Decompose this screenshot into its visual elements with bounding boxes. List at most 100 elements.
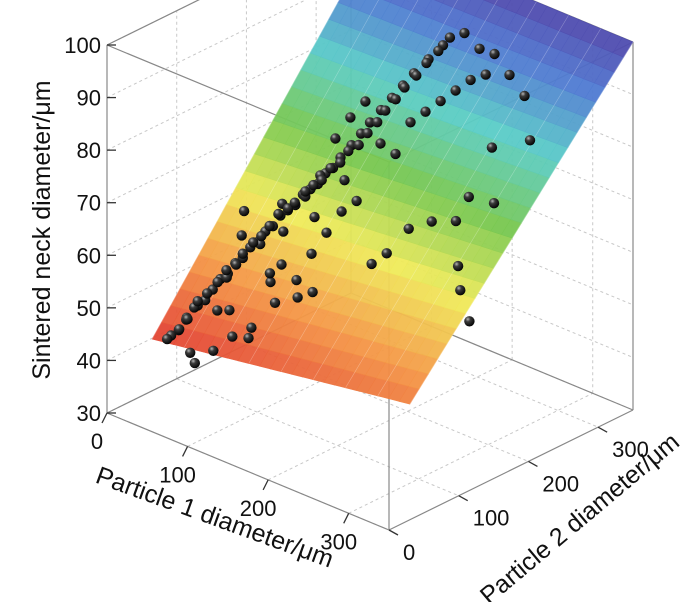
data-point: [372, 117, 383, 128]
data-point: [273, 208, 284, 220]
x-tick-mark: [343, 512, 350, 524]
data-point: [309, 211, 320, 223]
data-point: [289, 197, 300, 208]
surface-patch: [442, 0, 458, 8]
data-point: [300, 186, 311, 197]
z-tick-label: 70: [77, 191, 101, 216]
data-point: [321, 227, 332, 238]
data-point: [292, 292, 303, 303]
surface-mesh-line: [216, 0, 419, 356]
surface-mesh-line: [377, 28, 602, 397]
data-point: [375, 138, 386, 149]
data-point: [464, 316, 475, 327]
data-point: [504, 69, 515, 81]
x-tick-mark: [262, 479, 269, 491]
data-point: [399, 82, 410, 93]
z-axis-title: Sintered neck diameter/μm: [28, 80, 56, 379]
x-tick-mark: [181, 446, 189, 457]
data-points: [161, 27, 536, 369]
data-point: [236, 230, 247, 241]
data-point: [519, 90, 530, 102]
data-point: [524, 135, 536, 146]
surface-patch: [452, 0, 472, 13]
data-point: [380, 105, 391, 116]
surface-patch: [383, 0, 393, 3]
data-point: [420, 106, 431, 117]
tick-labels: 30 40 50 60 70 80 90 100 0 100 200 300 0 100 200 300: [64, 33, 649, 565]
surface-mesh-line: [345, 15, 569, 388]
data-point: [455, 285, 466, 296]
data-point: [489, 48, 500, 60]
data-point: [465, 74, 476, 86]
surface-patch: [505, 0, 525, 14]
z-tick-label: 90: [77, 86, 101, 111]
data-point: [336, 206, 347, 217]
data-point: [269, 297, 281, 308]
data-point: [189, 357, 200, 369]
surface-patch: [411, 0, 432, 16]
data-point: [452, 260, 464, 272]
data-point: [212, 276, 223, 288]
data-point: [360, 96, 371, 107]
x-tick-label: 0: [91, 429, 103, 454]
data-point: [264, 220, 275, 232]
y-tick-label: 0: [403, 540, 415, 565]
surface-mesh-line: [280, 0, 498, 372]
z-tick-label: 30: [77, 401, 101, 426]
data-point: [366, 258, 377, 270]
data-point: [201, 288, 213, 299]
data-point: [221, 265, 232, 276]
data-point: [278, 226, 289, 237]
surface-patch: [433, 0, 445, 4]
surface-patch: [337, 0, 353, 7]
data-point: [221, 272, 232, 283]
data-point: [291, 274, 302, 286]
data-point: [246, 322, 257, 333]
data-point: [450, 85, 461, 96]
data-point: [480, 69, 491, 80]
x-tick-label: 200: [240, 496, 277, 521]
data-point: [435, 95, 446, 107]
data-point: [182, 313, 193, 325]
data-point: [227, 331, 238, 342]
data-point: [174, 324, 185, 335]
data-point: [308, 179, 319, 191]
data-point: [208, 345, 219, 356]
grid-line: [106, 0, 200, 46]
data-point: [230, 259, 242, 270]
surface-patch: [612, 37, 634, 58]
data-point: [474, 43, 485, 54]
z-tick-label: 80: [77, 138, 101, 163]
data-point: [405, 117, 416, 128]
surface-patch: [400, 0, 419, 12]
data-point: [237, 248, 248, 259]
data-point: [390, 94, 401, 105]
x-tick-label: 300: [320, 529, 357, 554]
data-point: [362, 127, 373, 139]
surface-patch: [348, 0, 366, 12]
y-tick-label: 300: [612, 437, 649, 462]
box-edge: [388, 409, 634, 531]
data-point: [224, 305, 235, 316]
data-point: [316, 174, 327, 186]
y-tick-mark: [458, 495, 469, 502]
data-point: [488, 198, 500, 209]
data-point: [459, 27, 470, 39]
surface-mesh-line: [248, 0, 458, 364]
surface-mesh-line: [409, 41, 634, 405]
x-axis-title: Particle 1 diameter/μm: [92, 461, 337, 573]
data-point: [325, 163, 336, 174]
data-point: [306, 248, 317, 259]
data-point: [345, 112, 356, 123]
y-tick-label: 100: [473, 506, 510, 531]
data-point: [192, 296, 203, 307]
box-edge: [106, 0, 200, 46]
surface-mesh-line: [151, 0, 340, 340]
data-point: [256, 230, 267, 242]
surface-patch: [359, 0, 379, 16]
grid-line: [176, 378, 459, 497]
data-point: [265, 276, 276, 288]
data-point: [339, 175, 350, 186]
y-tick-mark: [388, 529, 399, 536]
